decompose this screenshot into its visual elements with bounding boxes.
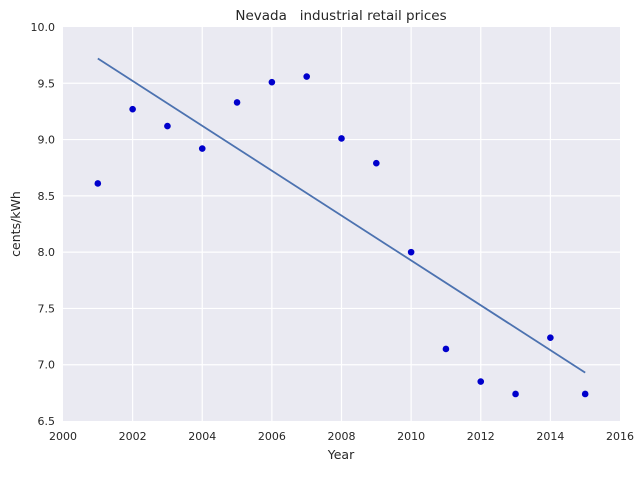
data-point (129, 105, 136, 113)
y-tick-label: 7.5 (38, 302, 56, 315)
y-tick-label: 6.5 (38, 415, 56, 428)
x-tick-label: 2012 (467, 430, 495, 443)
y-tick-label: 9.5 (38, 77, 56, 90)
data-point (512, 390, 519, 398)
y-tick-label: 10.0 (31, 21, 56, 34)
y-tick-label: 7.0 (38, 359, 56, 372)
data-point (233, 99, 241, 106)
chart-title: Nevada industrial retail prices (235, 8, 446, 24)
y-tick-label: 8.5 (38, 190, 56, 203)
x-tick-label: 2014 (536, 430, 564, 443)
x-tick-label: 2006 (258, 430, 286, 443)
x-tick-label: 2008 (328, 430, 356, 443)
data-point (94, 180, 102, 187)
x-tick-label: 2002 (119, 430, 147, 443)
x-tick-label: 2004 (188, 430, 216, 443)
data-point (164, 122, 171, 130)
data-point (581, 390, 589, 398)
x-tick-label: 2016 (606, 430, 634, 443)
trend-line-group (97, 57, 586, 374)
x-tick-label: 2000 (49, 430, 77, 443)
y-tick-label: 8.0 (38, 246, 56, 259)
x-tick-labels: 2000 2002 2004 2006 2008 2010 2012 2014 2016 (49, 430, 634, 443)
data-point (198, 145, 206, 152)
y-axis-label: cents/kWh (8, 191, 23, 257)
y-tick-labels: 6.5 7.0 7.5 8.0 8.5 9.0 9.5 10.0 (31, 21, 56, 428)
data-points (94, 73, 589, 398)
grid-lines (63, 27, 620, 421)
data-point (547, 334, 554, 341)
data-point (338, 135, 345, 142)
trend-line (97, 57, 586, 374)
data-point (407, 248, 415, 256)
x-axis-label: Year (327, 447, 355, 462)
x-tick-label: 2010 (397, 430, 425, 443)
data-point (303, 73, 310, 80)
y-tick-label: 9.0 (38, 134, 56, 147)
data-point (477, 378, 485, 385)
data-point (442, 345, 450, 353)
data-point (268, 78, 276, 86)
data-point (373, 159, 380, 167)
